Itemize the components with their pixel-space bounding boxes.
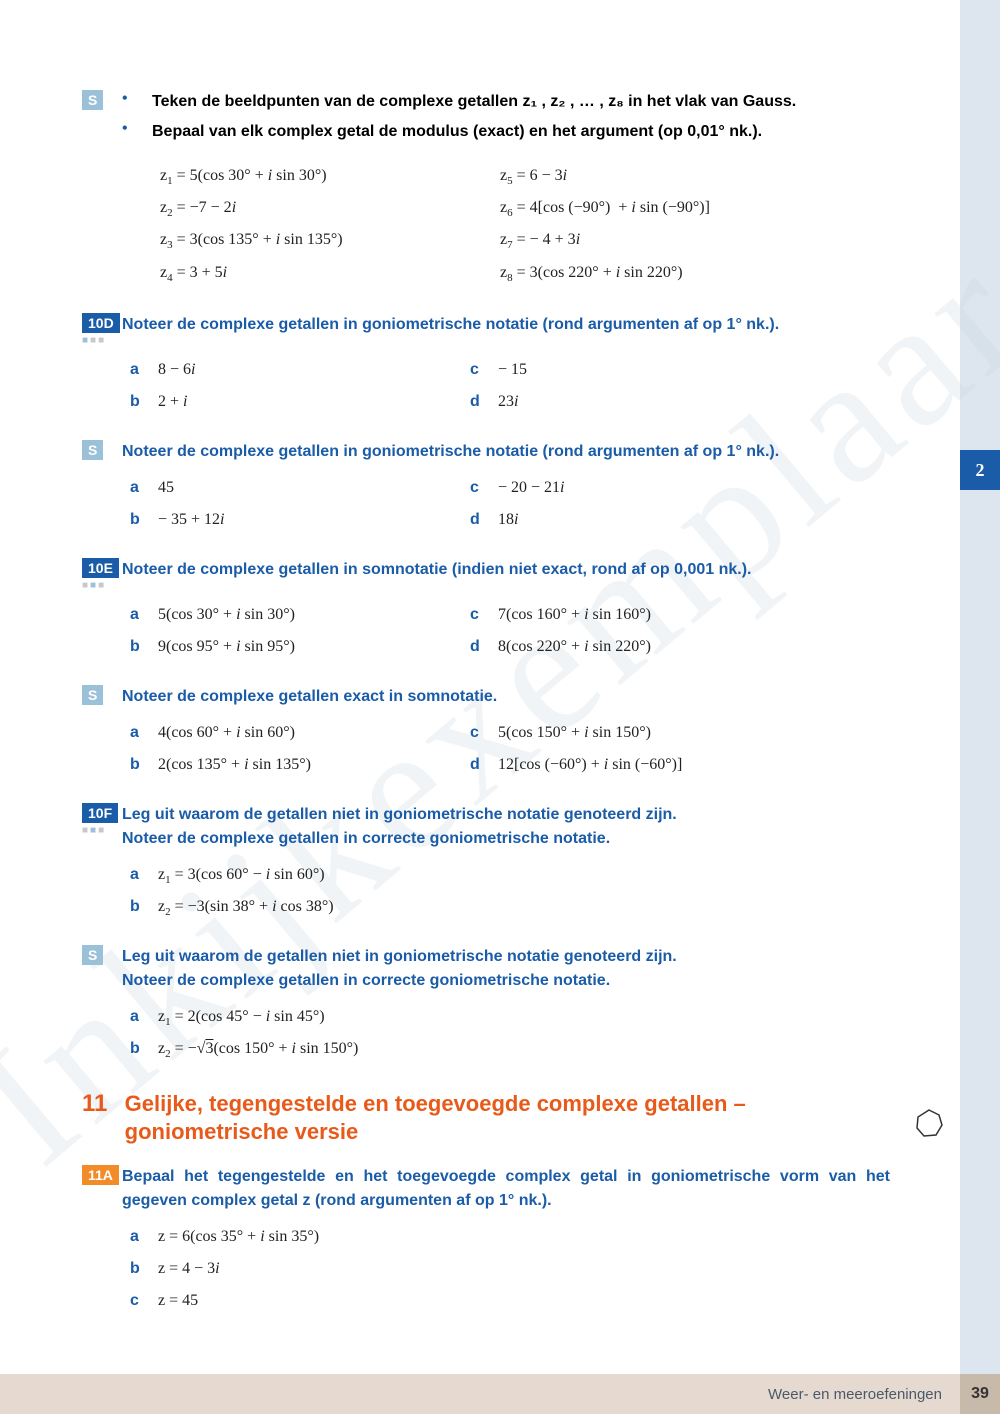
- math-expr: z6 = 4[cos (−90°) + i sin (−90°)]: [500, 192, 880, 224]
- badge-11a: 11A: [82, 1165, 119, 1185]
- math-expr: z2 = −3(sin 38° + i cos 38°): [158, 898, 334, 915]
- page-number: 39: [960, 1374, 1000, 1414]
- math-expr: z2 = −√3(cos 150° + i sin 150°): [158, 1040, 358, 1057]
- section-11-header: 11 Gelijke, tegengestelde en toegevoegde…: [130, 1090, 890, 1147]
- badge-s: S: [82, 90, 103, 110]
- math-expr: 23i: [498, 393, 518, 410]
- math-expr: z = 45: [158, 1292, 198, 1309]
- difficulty-dots: ■■■: [82, 335, 122, 346]
- math-expr: 5(cos 150° + i sin 150°): [498, 724, 651, 741]
- math-expr: z7 = − 4 + 3i: [500, 224, 880, 256]
- exercise-s2: S Noteer de complexe getallen in goniome…: [130, 440, 890, 536]
- exercise-s3: S Noteer de complexe getallen exact in s…: [130, 685, 890, 781]
- math-expr: z1 = 2(cos 45° − i sin 45°): [158, 1008, 325, 1025]
- math-expr: 9(cos 95° + i sin 95°): [158, 638, 295, 655]
- math-expr: 8(cos 220° + i sin 220°): [498, 638, 651, 655]
- polygon-icon: [914, 1108, 944, 1143]
- math-expr: − 15: [498, 361, 527, 378]
- badge-s: S: [82, 945, 103, 965]
- instruction-text: Noteer de complexe getallen exact in som…: [122, 685, 497, 709]
- difficulty-dots: ■■■: [82, 580, 122, 591]
- section-title: Gelijke, tegengestelde en toegevoegde co…: [125, 1090, 890, 1147]
- math-expr: z2 = −7 − 2i: [160, 192, 500, 224]
- instruction-text: Noteer de complexe getallen in somnotati…: [122, 558, 751, 582]
- instruction-text: Noteer de complexe getallen in correcte …: [122, 969, 677, 993]
- footer-text: Weer- en meeroefeningen: [768, 1386, 942, 1403]
- exercise-s4: S Leg uit waarom de getallen niet in gon…: [130, 945, 890, 1065]
- page-footer: Weer- en meeroefeningen 39: [0, 1374, 1000, 1414]
- instruction-text: Noteer de complexe getallen in goniometr…: [122, 313, 779, 337]
- math-expr: z8 = 3(cos 220° + i sin 220°): [500, 257, 880, 289]
- math-expr: 12[cos (−60°) + i sin (−60°)]: [498, 756, 682, 773]
- math-expr: 5(cos 30° + i sin 30°): [158, 606, 295, 623]
- math-expr: 4(cos 60° + i sin 60°): [158, 724, 295, 741]
- math-expr: 45: [158, 479, 174, 496]
- math-expr: 18i: [498, 511, 518, 528]
- badge-s: S: [82, 440, 103, 460]
- instruction-text: Noteer de complexe getallen in correcte …: [122, 827, 677, 851]
- math-expr: 2 + i: [158, 393, 187, 410]
- chapter-tab: 2: [960, 450, 1000, 490]
- math-expr: z3 = 3(cos 135° + i sin 135°): [160, 224, 500, 256]
- section-number: 11: [82, 1090, 107, 1117]
- instruction-text: Leg uit waarom de getallen niet in gonio…: [122, 945, 677, 969]
- exercise-s1: S • Teken de beeldpunten van de complexe…: [130, 90, 890, 289]
- exercise-10f: 10F ■■■ Leg uit waarom de getallen niet …: [130, 803, 890, 923]
- math-expr: z1 = 5(cos 30° + i sin 30°): [160, 160, 500, 192]
- difficulty-dots: ■■■: [82, 825, 122, 836]
- exercise-10d: 10D ■■■ Noteer de complexe getallen in g…: [130, 313, 890, 418]
- bullet-icon: •: [122, 120, 128, 137]
- badge-10f: 10F: [82, 803, 118, 823]
- instruction-text: Leg uit waarom de getallen niet in gonio…: [122, 803, 677, 827]
- math-expr: z4 = 3 + 5i: [160, 257, 500, 289]
- badge-10e: 10E: [82, 558, 119, 578]
- instruction-text: Teken de beeldpunten van de complexe get…: [152, 90, 796, 114]
- math-expr: z = 4 − 3i: [158, 1260, 220, 1277]
- math-expr: z = 6(cos 35° + i sin 35°): [158, 1228, 319, 1245]
- math-expr: 8 − 6i: [158, 361, 195, 378]
- badge-10d: 10D: [82, 313, 120, 333]
- math-expr: z1 = 3(cos 60° − i sin 60°): [158, 866, 325, 883]
- math-expr: 2(cos 135° + i sin 135°): [158, 756, 311, 773]
- math-expr: z5 = 6 − 3i: [500, 160, 880, 192]
- instruction-text: Bepaal het tegengestelde en het toegevoe…: [122, 1165, 890, 1213]
- badge-s: S: [82, 685, 103, 705]
- exercise-10e: 10E ■■■ Noteer de complexe getallen in s…: [130, 558, 890, 663]
- instruction-text: Noteer de complexe getallen in goniometr…: [122, 440, 779, 464]
- bullet-icon: •: [122, 90, 128, 107]
- instruction-text: Bepaal van elk complex getal de modulus …: [152, 120, 762, 144]
- math-expr: 7(cos 160° + i sin 160°): [498, 606, 651, 623]
- math-expr: − 35 + 12i: [158, 511, 225, 528]
- math-expr: − 20 − 21i: [498, 479, 565, 496]
- exercise-11a: 11A Bepaal het tegengestelde en het toeg…: [130, 1165, 890, 1317]
